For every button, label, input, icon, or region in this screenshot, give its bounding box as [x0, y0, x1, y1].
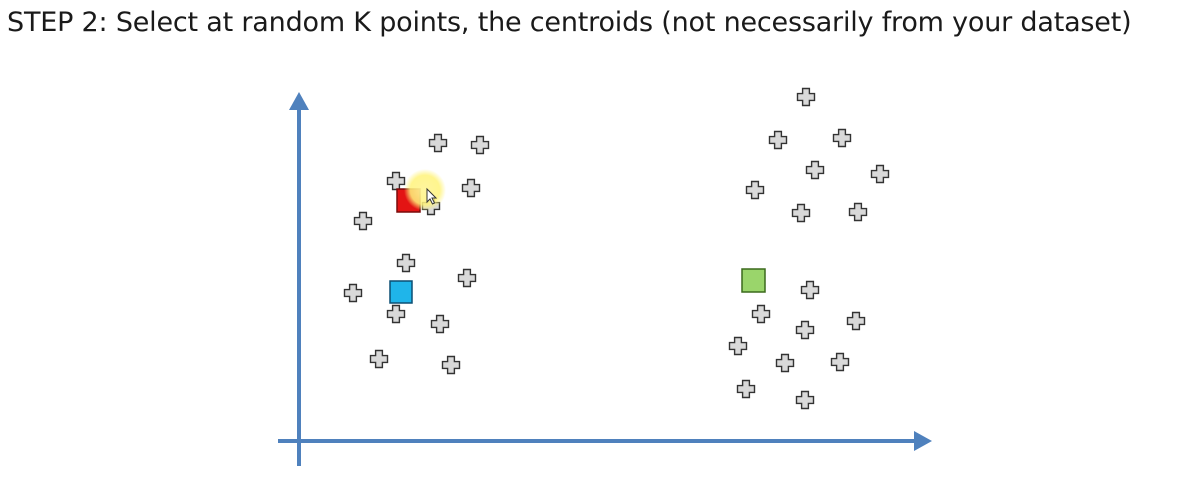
- y-axis: [289, 92, 309, 466]
- data-point: [795, 390, 815, 410]
- centroid-green: [741, 268, 766, 293]
- data-point: [396, 253, 416, 273]
- data-points: [343, 87, 890, 410]
- data-point: [430, 314, 450, 334]
- data-point: [791, 203, 811, 223]
- data-point: [736, 379, 756, 399]
- data-point: [751, 304, 771, 324]
- data-point: [470, 135, 490, 155]
- data-point: [461, 178, 481, 198]
- data-point: [441, 355, 461, 375]
- data-point: [795, 320, 815, 340]
- data-point: [830, 352, 850, 372]
- data-point: [386, 171, 406, 191]
- data-point: [353, 211, 373, 231]
- data-point: [728, 336, 748, 356]
- data-point: [768, 130, 788, 150]
- step-description: Select at random K points, the centroids…: [107, 7, 1132, 38]
- data-point: [800, 280, 820, 300]
- data-point: [428, 133, 448, 153]
- data-point: [848, 202, 868, 222]
- data-point: [386, 304, 406, 324]
- mouse-pointer-icon: [426, 187, 438, 205]
- data-point: [369, 349, 389, 369]
- data-point: [745, 180, 765, 200]
- data-point: [832, 128, 852, 148]
- slide-title: STEP 2: Select at random K points, the c…: [7, 4, 1132, 42]
- x-axis: [278, 431, 932, 451]
- data-point: [343, 283, 363, 303]
- data-point: [846, 311, 866, 331]
- cursor-highlight: [404, 169, 446, 211]
- step-label: STEP 2:: [7, 7, 108, 38]
- centroid-blue: [389, 280, 413, 304]
- data-point: [775, 353, 795, 373]
- data-point: [870, 164, 890, 184]
- data-point: [805, 160, 825, 180]
- data-point: [457, 268, 477, 288]
- data-point: [796, 87, 816, 107]
